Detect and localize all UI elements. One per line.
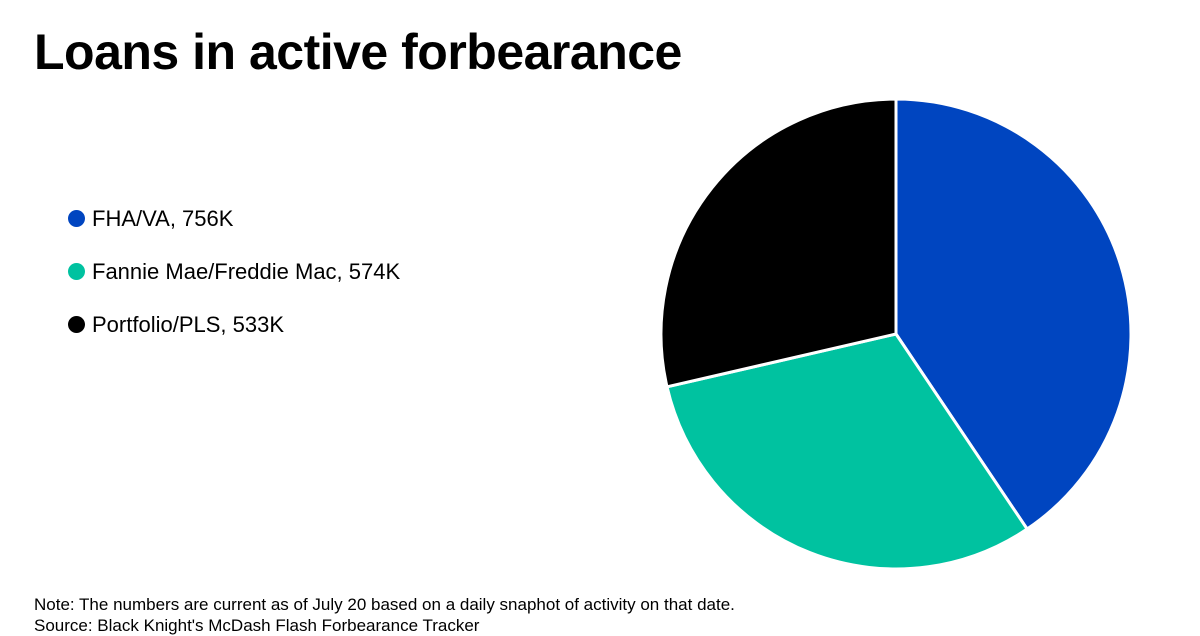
pie-slice-fha-va bbox=[894, 97, 1133, 531]
legend: FHA/VA, 756K Fannie Mae/Freddie Mac, 574… bbox=[68, 192, 400, 351]
pie-slice-fannie-freddie bbox=[665, 332, 1029, 571]
pie-slices bbox=[659, 97, 1133, 571]
chart-title: Loans in active forbearance bbox=[34, 24, 682, 80]
legend-swatch-portfolio-pls bbox=[68, 316, 85, 333]
pie-chart bbox=[659, 97, 1133, 571]
pie-slice-portfolio-pls bbox=[659, 97, 898, 389]
footer-note: Note: The numbers are current as of July… bbox=[34, 595, 735, 614]
legend-item-fha-va: FHA/VA, 756K bbox=[68, 192, 400, 245]
footer-source: Source: Black Knight's McDash Flash Forb… bbox=[34, 616, 480, 635]
legend-swatch-fha-va bbox=[68, 210, 85, 227]
legend-swatch-fannie-freddie bbox=[68, 263, 85, 280]
legend-item-portfolio-pls: Portfolio/PLS, 533K bbox=[68, 298, 400, 351]
legend-label-portfolio-pls: Portfolio/PLS, 533K bbox=[92, 311, 285, 337]
legend-label-fha-va: FHA/VA, 756K bbox=[92, 205, 234, 231]
legend-item-fannie-freddie: Fannie Mae/Freddie Mac, 574K bbox=[68, 245, 400, 298]
legend-label-fannie-freddie: Fannie Mae/Freddie Mac, 574K bbox=[92, 258, 401, 284]
